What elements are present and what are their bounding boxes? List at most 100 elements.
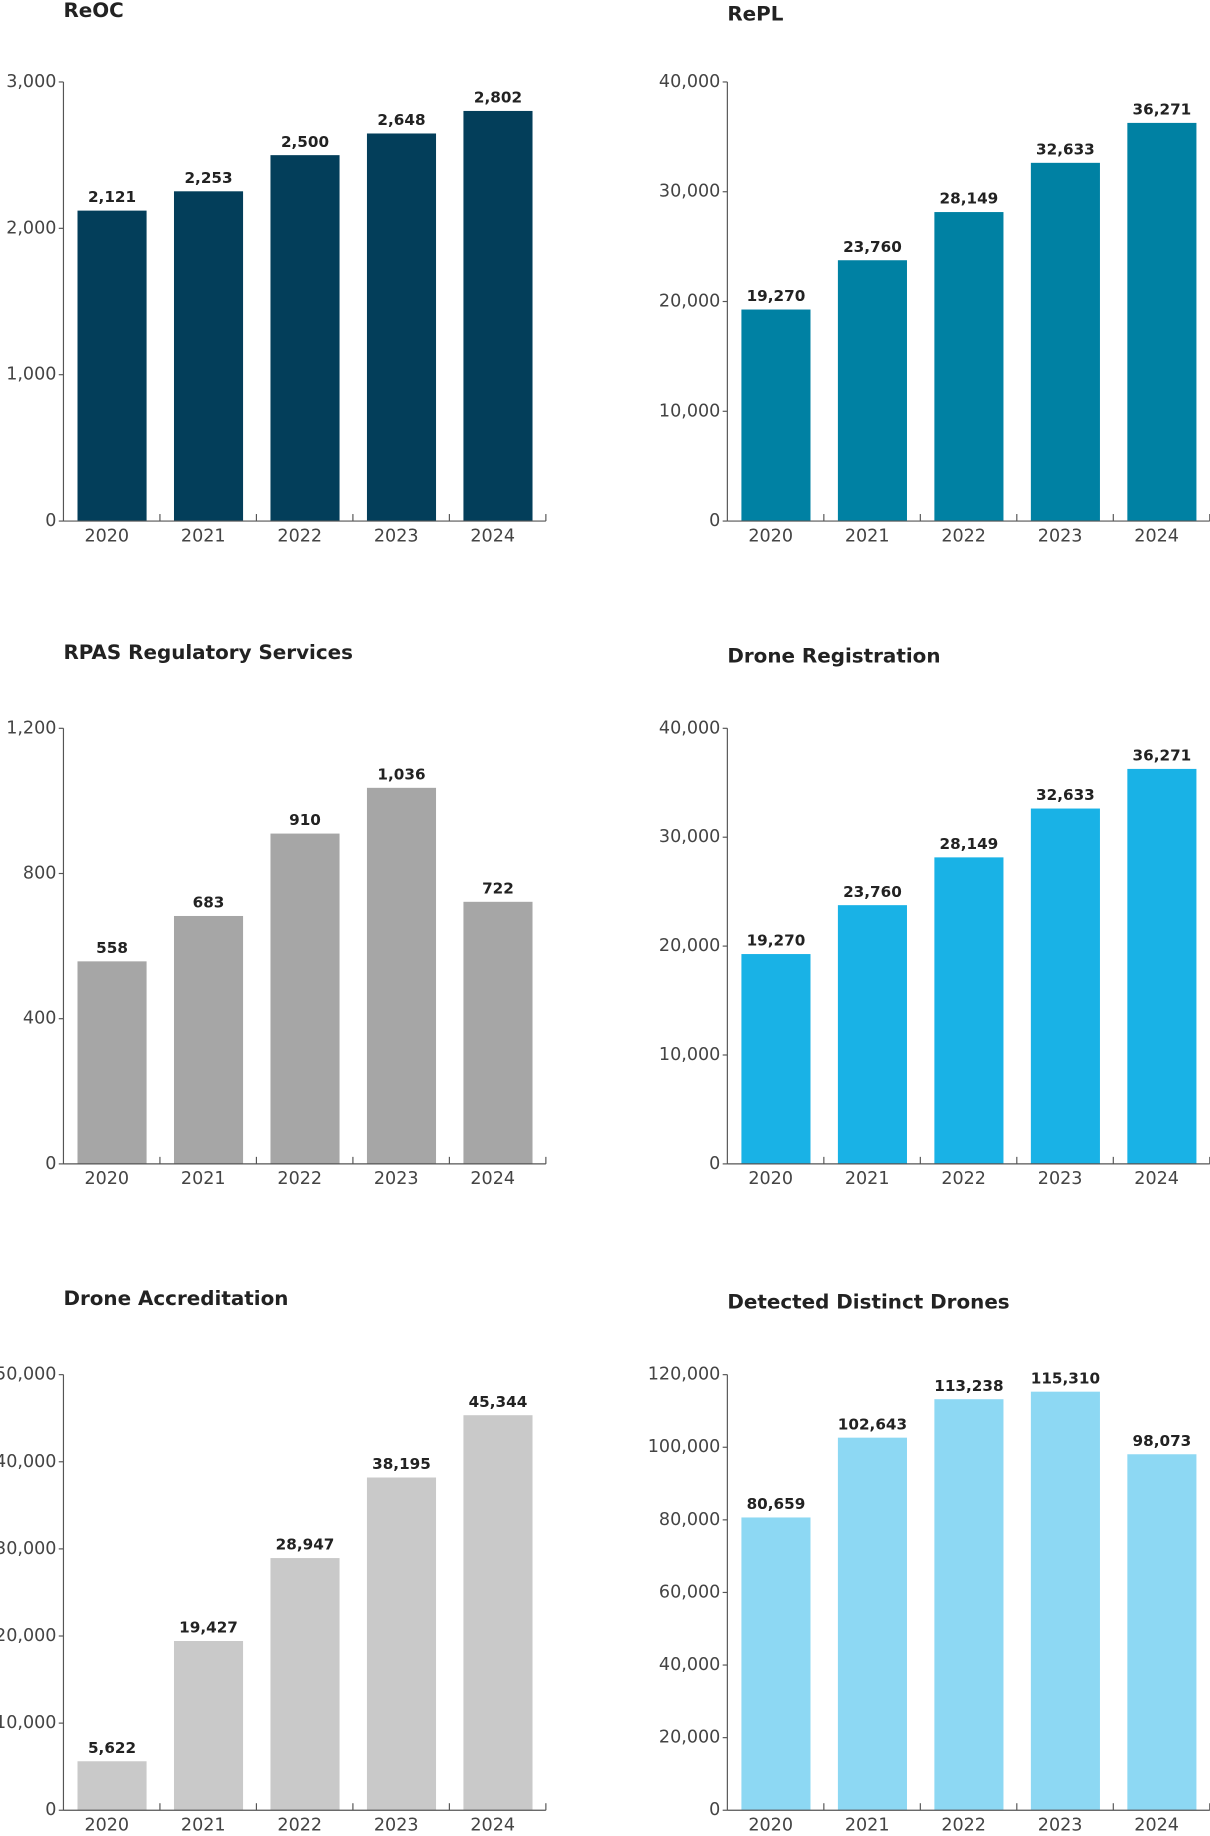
bar	[934, 212, 1004, 522]
y-tick-label: 60,000	[659, 1582, 720, 1602]
bar	[270, 1558, 340, 1811]
y-tick-label: 400	[23, 1009, 57, 1029]
bar	[741, 309, 811, 522]
y-tick-label: 0	[709, 511, 720, 531]
value-label: 558	[96, 939, 128, 957]
x-tick-label: 2020	[748, 526, 793, 546]
x-tick-label: 2022	[277, 526, 322, 546]
x-tick-label: 2024	[470, 1815, 515, 1835]
x-tick-label: 2023	[1038, 1815, 1083, 1835]
bar	[270, 833, 340, 1164]
value-label: 2,802	[474, 89, 522, 107]
x-tick-label: 2024	[470, 526, 515, 546]
x-tick-label: 2024	[470, 1169, 515, 1189]
y-tick-label: 0	[709, 1154, 720, 1174]
x-tick-label: 2021	[845, 526, 890, 546]
x-tick-label: 2024	[1134, 1169, 1179, 1189]
y-tick-label: 2,000	[6, 218, 56, 238]
y-tick-label: 20,000	[659, 292, 720, 312]
value-label: 2,253	[184, 169, 232, 187]
value-label: 32,633	[1036, 786, 1095, 804]
bar	[463, 1415, 533, 1811]
value-label: 36,271	[1133, 747, 1192, 765]
value-label: 102,643	[838, 1415, 907, 1433]
value-label: 19,270	[747, 287, 806, 305]
bar	[934, 1399, 1004, 1811]
value-label: 28,149	[940, 190, 999, 208]
bar	[1030, 1391, 1100, 1811]
value-label: 28,149	[940, 835, 999, 853]
bar	[77, 210, 147, 522]
bar	[741, 1517, 811, 1811]
x-tick-label: 2020	[84, 526, 129, 546]
chart-title: Detected Distinct Drones	[727, 1291, 1009, 1314]
y-tick-label: 100,000	[648, 1437, 721, 1457]
value-label: 23,760	[843, 238, 902, 256]
value-label: 23,760	[843, 883, 902, 901]
y-tick-label: 0	[709, 1800, 720, 1820]
y-tick-label: 20,000	[659, 936, 720, 956]
bar	[270, 155, 340, 522]
y-tick-label: 40,000	[0, 1452, 56, 1472]
x-tick-label: 2020	[748, 1169, 793, 1189]
y-tick-label: 40,000	[659, 72, 720, 92]
x-tick-label: 2023	[1038, 1169, 1083, 1189]
value-label: 98,073	[1133, 1432, 1192, 1450]
x-tick-label: 2023	[374, 1169, 419, 1189]
bar	[77, 1761, 147, 1811]
value-label: 36,271	[1133, 101, 1192, 119]
chart-title: RePL	[727, 3, 783, 26]
x-tick-label: 2022	[277, 1169, 322, 1189]
x-tick-label: 2021	[181, 526, 226, 546]
x-tick-label: 2022	[941, 526, 986, 546]
y-tick-label: 20,000	[0, 1626, 56, 1646]
x-tick-label: 2022	[277, 1815, 322, 1835]
value-label: 113,238	[934, 1377, 1003, 1395]
value-label: 2,648	[377, 111, 425, 129]
bar	[1127, 768, 1197, 1164]
bar	[463, 110, 533, 522]
x-tick-label: 2021	[845, 1815, 890, 1835]
value-label: 2,121	[88, 188, 136, 206]
x-tick-label: 2024	[1134, 1815, 1179, 1835]
bar	[741, 954, 811, 1164]
x-tick-label: 2021	[181, 1169, 226, 1189]
value-label: 45,344	[469, 1393, 528, 1411]
value-label: 32,633	[1036, 140, 1095, 158]
y-tick-label: 1,200	[6, 718, 56, 738]
x-tick-label: 2021	[845, 1169, 890, 1189]
bar	[366, 133, 437, 522]
y-tick-label: 10,000	[659, 401, 720, 421]
y-tick-label: 40,000	[659, 718, 720, 738]
bar	[1030, 162, 1100, 522]
value-label: 910	[289, 811, 321, 829]
y-tick-label: 1,000	[6, 365, 56, 385]
y-tick-label: 10,000	[0, 1713, 56, 1733]
chart-title: RPAS Regulatory Services	[63, 641, 353, 664]
y-tick-label: 10,000	[659, 1045, 720, 1065]
x-tick-label: 2023	[374, 526, 419, 546]
y-tick-label: 0	[45, 511, 56, 531]
x-tick-label: 2020	[84, 1169, 129, 1189]
bar	[463, 901, 533, 1164]
chart-title: ReOC	[63, 0, 123, 22]
value-label: 38,195	[372, 1455, 431, 1473]
bar	[837, 1437, 907, 1811]
x-tick-label: 2020	[748, 1815, 793, 1835]
bar	[173, 191, 244, 522]
y-tick-label: 50,000	[0, 1365, 56, 1385]
y-tick-label: 20,000	[659, 1728, 720, 1748]
bar	[77, 961, 147, 1164]
value-label: 1,036	[377, 765, 425, 783]
x-tick-label: 2022	[941, 1815, 986, 1835]
value-label: 5,622	[88, 1739, 136, 1757]
bar	[934, 857, 1004, 1164]
bar	[1127, 1454, 1197, 1811]
y-tick-label: 800	[23, 864, 57, 884]
bar	[1127, 122, 1197, 522]
bar	[837, 260, 907, 522]
value-label: 28,947	[276, 1536, 335, 1554]
y-tick-label: 30,000	[659, 827, 720, 847]
x-tick-label: 2023	[1038, 526, 1083, 546]
y-tick-label: 40,000	[659, 1655, 720, 1675]
